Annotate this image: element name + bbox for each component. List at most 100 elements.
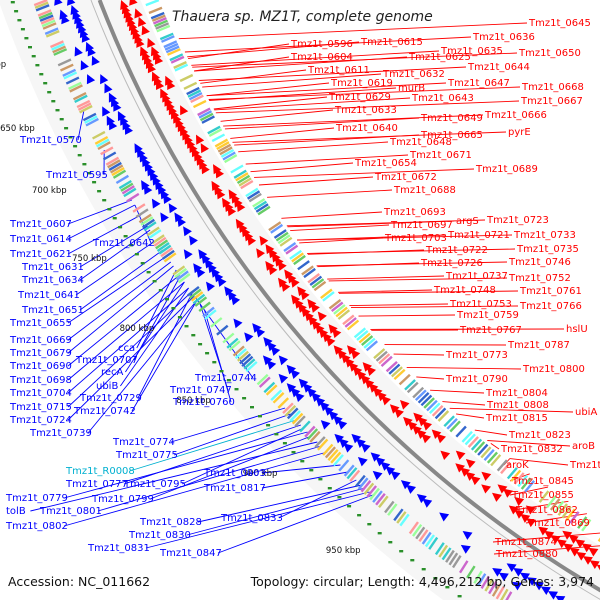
- reverse-gene-label[interactable]: Tmz1t_0641: [17, 290, 80, 301]
- reverse-gene-label[interactable]: Tmz1t_0669: [9, 335, 72, 346]
- reverse-gene-label[interactable]: Tmz1t_0614: [9, 234, 72, 245]
- forward-gene-label[interactable]: Tmz1t_0855: [511, 490, 574, 501]
- forward-gene-label[interactable]: Tmz1t_0644: [467, 62, 530, 73]
- forward-gene-label[interactable]: Tmz1t_0667: [520, 96, 583, 107]
- forward-gene-label[interactable]: Tmz1t_0647: [447, 78, 510, 89]
- forward-gene-label[interactable]: hslU: [566, 324, 588, 335]
- forward-gene-label[interactable]: Tmz1t_0697: [390, 220, 453, 231]
- reverse-gene-label[interactable]: Tmz1t_0655: [9, 318, 72, 329]
- reverse-gene-label[interactable]: Tmz1t_0817: [203, 483, 266, 494]
- forward-gene-label[interactable]: Tmz1t_0665: [420, 130, 483, 141]
- forward-gene-label[interactable]: aroB: [572, 441, 595, 452]
- forward-gene-label[interactable]: ubiA: [575, 407, 597, 418]
- reverse-gene-label[interactable]: Tmz1t_0595: [45, 170, 108, 181]
- reverse-gene-label[interactable]: Tmz1t_0651: [21, 305, 84, 316]
- reverse-gene-label[interactable]: Tmz1t_0607: [9, 219, 72, 230]
- forward-gene-label[interactable]: Tmz1t_0654: [354, 158, 417, 169]
- reverse-gene-label[interactable]: Tmz1t_0775: [115, 450, 178, 461]
- forward-gene-label[interactable]: Tmz1t_0874: [494, 537, 557, 548]
- forward-gene-label[interactable]: Tmz1t_0808: [486, 400, 549, 411]
- forward-gene-label[interactable]: Tmz1t_0629: [328, 92, 391, 103]
- forward-gene-label[interactable]: Tmz1t_0619: [330, 78, 393, 89]
- forward-gene-label[interactable]: Tmz1t_0645: [528, 18, 591, 29]
- reverse-gene-label[interactable]: Tmz1t_0698: [9, 375, 72, 386]
- forward-gene-label[interactable]: Tmz1t_0832: [500, 444, 563, 455]
- forward-gene-label[interactable]: Tmz1t_0668: [521, 82, 584, 93]
- forward-gene-label[interactable]: Tmz1t_0735: [516, 244, 579, 255]
- reverse-gene-label[interactable]: Tmz1t_R0008: [65, 466, 135, 477]
- reverse-gene-label[interactable]: Tmz1t_0729: [79, 393, 142, 404]
- reverse-gene-label[interactable]: Tmz1t_0742: [73, 406, 136, 417]
- forward-gene-label[interactable]: Tmz1t_0815: [485, 413, 548, 424]
- reverse-gene-label[interactable]: Tmz1t_0830: [128, 530, 191, 541]
- forward-gene-label[interactable]: Tmz1t_0703: [384, 233, 447, 244]
- forward-gene-label[interactable]: Tmz1t_0671: [409, 150, 472, 161]
- forward-gene-label[interactable]: Tmz1t_0689: [475, 164, 538, 175]
- reverse-gene-label[interactable]: Tmz1t_0747: [169, 385, 232, 396]
- forward-gene-label[interactable]: Tmz1t_0845: [511, 476, 574, 487]
- forward-gene-label[interactable]: Tmz1t_0787: [507, 340, 570, 351]
- forward-gene-label[interactable]: Tmz1t_0640: [335, 123, 398, 134]
- reverse-gene-label[interactable]: Tmz1t_0642: [92, 238, 155, 249]
- forward-gene-label[interactable]: Tmz1t_0596: [290, 39, 353, 50]
- forward-gene-label[interactable]: Tmz1t_0823: [508, 430, 571, 441]
- forward-gene-label[interactable]: Tmz1t_0649: [420, 113, 483, 124]
- forward-gene-label[interactable]: Tmz1t_0753: [449, 299, 512, 310]
- forward-gene-label[interactable]: Tmz1t_0869: [527, 518, 590, 529]
- forward-gene-label[interactable]: Tmz1t_0759: [456, 310, 519, 321]
- forward-gene-label[interactable]: Tmz1t_0748: [433, 285, 496, 296]
- reverse-gene-label[interactable]: Tmz1t_0799: [91, 494, 154, 505]
- reverse-gene-label[interactable]: Tmz1t_0760: [172, 397, 235, 408]
- forward-gene-label[interactable]: Tmz1t_0767: [459, 325, 522, 336]
- forward-gene-label[interactable]: Tmz1t_0650: [518, 48, 581, 59]
- forward-gene-label[interactable]: Tmz1t_0688: [393, 185, 456, 196]
- forward-gene-label[interactable]: Tmz1t_0773: [445, 350, 508, 361]
- forward-gene-label[interactable]: murB: [398, 83, 425, 94]
- forward-gene-label[interactable]: Tmz1t_0726: [420, 258, 483, 269]
- forward-gene-label[interactable]: Tmz1t_0790: [445, 374, 508, 385]
- reverse-gene-label[interactable]: Tmz1t_0724: [9, 415, 72, 426]
- reverse-gene-label[interactable]: Tmz1t_0777: [65, 479, 128, 490]
- forward-gene-label[interactable]: Tmz1t_0746: [508, 257, 571, 268]
- reverse-gene-label[interactable]: Tmz1t_0704: [9, 388, 72, 399]
- reverse-gene-label[interactable]: Tmz1t_0715: [9, 402, 72, 413]
- reverse-gene-label[interactable]: Tmz1t_0801: [39, 506, 102, 517]
- reverse-gene-label[interactable]: Tmz1t_0707: [75, 355, 138, 366]
- forward-gene-label[interactable]: Tmz1t_0666: [484, 110, 547, 121]
- forward-gene-label[interactable]: Tmz1t_0611: [307, 65, 370, 76]
- reverse-gene-label[interactable]: Tmz1t_0570: [19, 135, 82, 146]
- forward-gene-label[interactable]: Tmz1t_0648: [389, 137, 452, 148]
- forward-gene-label[interactable]: Tmz1t_0643: [411, 93, 474, 104]
- forward-gene-label[interactable]: aroK: [506, 460, 529, 471]
- forward-gene-label[interactable]: Tmz1t_0636: [472, 32, 535, 43]
- forward-gene-label[interactable]: Tmz1t_0721: [447, 230, 510, 241]
- reverse-gene-label[interactable]: Tmz1t_0774: [112, 437, 175, 448]
- forward-gene-label[interactable]: Tmz1t_0800: [522, 364, 585, 375]
- forward-gene-label[interactable]: Tmz1t_0761: [519, 286, 582, 297]
- forward-gene-label[interactable]: Tmz1t_0633: [334, 105, 397, 116]
- reverse-gene-label[interactable]: Tmz1t_0679: [9, 348, 72, 359]
- reverse-gene-label[interactable]: cca: [118, 343, 135, 354]
- forward-gene-label[interactable]: Tmz1t_0672: [374, 172, 437, 183]
- forward-gene-label[interactable]: Tmz1t_0737: [445, 271, 508, 282]
- reverse-gene-label[interactable]: ubiB: [96, 381, 118, 392]
- forward-gene-label[interactable]: Tmz1t_0723: [486, 215, 549, 226]
- forward-gene-label[interactable]: pyrE: [508, 127, 531, 138]
- reverse-gene-label[interactable]: Tmz1t_0833: [220, 513, 283, 524]
- reverse-gene-label[interactable]: tolB: [6, 506, 26, 517]
- forward-gene-label[interactable]: argS: [456, 216, 479, 227]
- forward-gene-label[interactable]: Tmz1t_0615: [360, 37, 423, 48]
- forward-gene-label[interactable]: Tmz1t_0842: [569, 460, 600, 471]
- forward-gene-label[interactable]: Tmz1t_0862: [515, 505, 578, 516]
- reverse-gene-label[interactable]: Tmz1t_0847: [159, 548, 222, 559]
- forward-gene-label[interactable]: Tmz1t_0880: [495, 549, 558, 560]
- forward-gene-label[interactable]: Tmz1t_0733: [513, 230, 576, 241]
- reverse-gene-label[interactable]: Tmz1t_0739: [29, 428, 92, 439]
- reverse-gene-label[interactable]: Tmz1t_0690: [9, 361, 72, 372]
- reverse-gene-label[interactable]: recA: [101, 367, 124, 378]
- reverse-gene-label[interactable]: Tmz1t_0631: [21, 262, 84, 273]
- reverse-gene-label[interactable]: Tmz1t_0621: [9, 249, 72, 260]
- reverse-gene-label[interactable]: Tmz1t_0803: [203, 468, 266, 479]
- reverse-gene-label[interactable]: Tmz1t_0744: [194, 373, 257, 384]
- reverse-gene-label[interactable]: Tmz1t_0802: [5, 521, 68, 532]
